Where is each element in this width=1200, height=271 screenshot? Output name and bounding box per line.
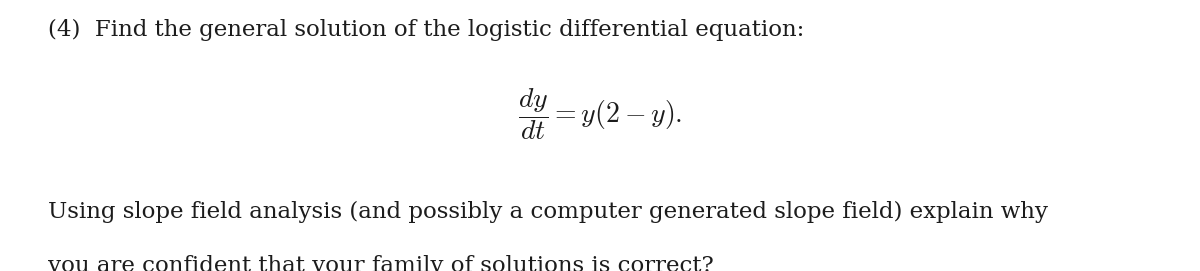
- Text: Using slope field analysis (and possibly a computer generated slope field) expla: Using slope field analysis (and possibly…: [48, 201, 1048, 223]
- Text: (4)  Find the general solution of the logistic differential equation:: (4) Find the general solution of the log…: [48, 19, 804, 41]
- Text: you are confident that your family of solutions is correct?: you are confident that your family of so…: [48, 255, 714, 271]
- Text: $\dfrac{dy}{dt} = y(2 - y).$: $\dfrac{dy}{dt} = y(2 - y).$: [518, 86, 682, 142]
